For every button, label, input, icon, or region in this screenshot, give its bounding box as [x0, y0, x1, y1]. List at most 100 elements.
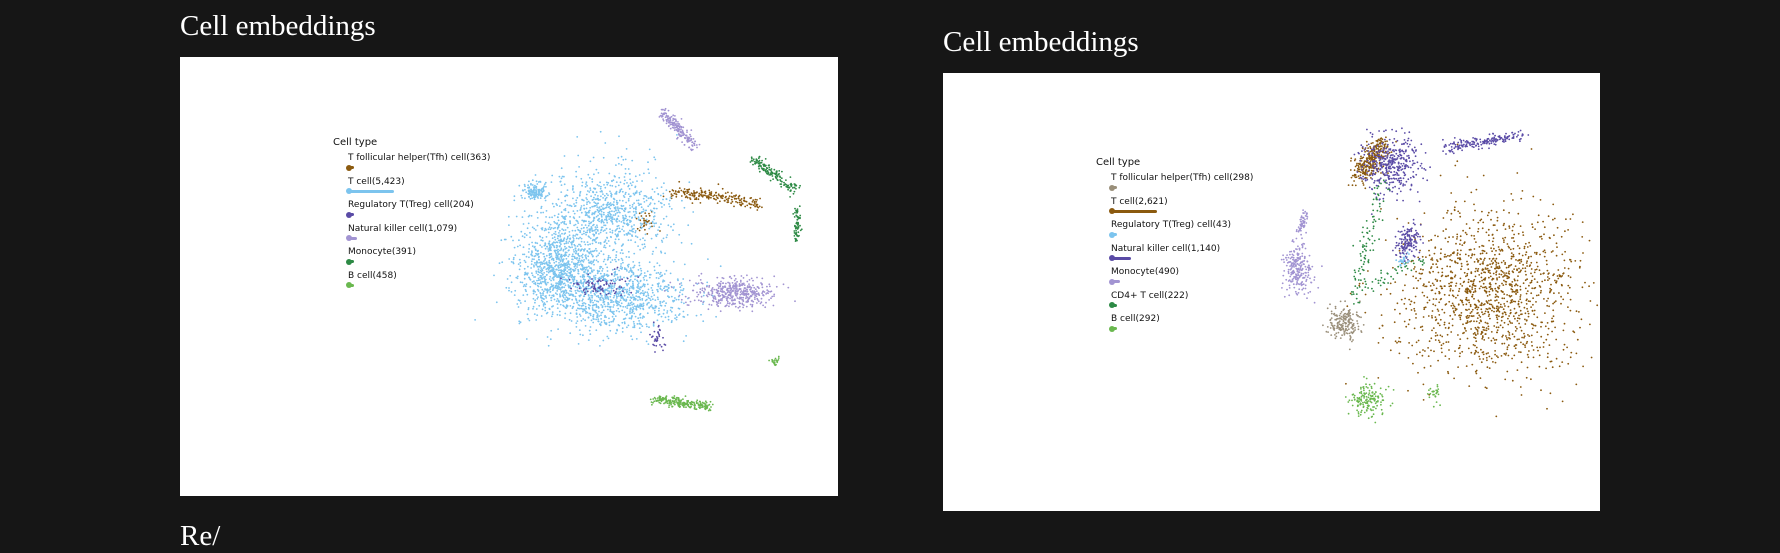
- data-point: [672, 118, 674, 120]
- data-point: [611, 185, 613, 187]
- data-point: [663, 113, 665, 115]
- data-point: [731, 196, 733, 198]
- data-point: [577, 234, 579, 236]
- data-point: [562, 250, 564, 252]
- data-point: [635, 308, 637, 310]
- legend-item: Natural killer cell(1,079): [333, 224, 490, 248]
- data-point: [1528, 285, 1530, 287]
- data-point: [1470, 352, 1472, 354]
- data-point: [696, 315, 698, 317]
- data-point: [675, 193, 677, 195]
- data-point: [797, 208, 799, 210]
- data-point: [758, 168, 760, 170]
- data-point: [609, 228, 611, 230]
- data-point: [671, 406, 673, 408]
- data-point: [1344, 322, 1346, 324]
- data-point: [647, 205, 649, 207]
- data-point: [1513, 355, 1515, 357]
- data-point: [551, 181, 553, 183]
- data-point: [745, 290, 747, 292]
- data-point: [551, 227, 553, 229]
- data-point: [1458, 290, 1460, 292]
- data-point: [596, 216, 598, 218]
- data-point: [763, 169, 765, 171]
- data-point: [588, 212, 590, 214]
- data-point: [590, 302, 592, 304]
- data-point: [608, 257, 610, 259]
- data-point: [615, 233, 617, 235]
- data-point: [562, 176, 564, 178]
- data-point: [1390, 349, 1392, 351]
- data-point: [609, 191, 611, 193]
- data-point: [598, 270, 600, 272]
- data-point: [589, 177, 591, 179]
- data-point: [1432, 303, 1434, 305]
- data-point: [603, 246, 605, 248]
- data-point: [580, 276, 582, 278]
- data-point: [677, 397, 679, 399]
- data-point: [518, 185, 520, 187]
- data-point: [601, 270, 603, 272]
- data-point: [631, 339, 633, 341]
- data-point: [553, 294, 555, 296]
- data-point: [693, 190, 695, 192]
- data-point: [573, 191, 575, 193]
- data-point: [590, 160, 592, 162]
- legend-label: B cell(458): [348, 271, 490, 282]
- data-point: [1331, 313, 1333, 315]
- data-point: [564, 294, 566, 296]
- data-point: [783, 182, 785, 184]
- data-point: [1334, 325, 1336, 327]
- data-point: [611, 280, 613, 282]
- data-point: [539, 235, 541, 237]
- data-point: [693, 138, 695, 140]
- data-point: [606, 204, 608, 206]
- data-point: [578, 166, 580, 168]
- data-point: [1349, 333, 1351, 335]
- data-point: [683, 192, 685, 194]
- data-point: [595, 211, 597, 213]
- data-point: [614, 199, 616, 201]
- data-point: [686, 192, 688, 194]
- data-point: [582, 182, 584, 184]
- data-point: [646, 233, 648, 235]
- data-point: [582, 286, 584, 288]
- data-point: [694, 144, 696, 146]
- data-point: [588, 259, 590, 261]
- data-point: [513, 259, 515, 261]
- data-point: [654, 203, 656, 205]
- data-point: [1488, 314, 1490, 316]
- data-point: [593, 269, 595, 271]
- data-point: [524, 185, 526, 187]
- data-point: [602, 340, 604, 342]
- data-point: [554, 222, 556, 224]
- data-point: [598, 233, 600, 235]
- data-point: [672, 189, 674, 191]
- data-point: [1575, 384, 1577, 386]
- data-point: [668, 125, 670, 127]
- data-point: [589, 281, 591, 283]
- data-point: [1358, 316, 1360, 318]
- data-point: [739, 310, 741, 312]
- data-point: [529, 320, 531, 322]
- data-point: [632, 281, 634, 283]
- data-point: [1508, 355, 1510, 357]
- data-point: [664, 344, 666, 346]
- data-point: [678, 123, 680, 125]
- data-point: [638, 288, 640, 290]
- data-point: [552, 288, 554, 290]
- data-point: [659, 344, 661, 346]
- data-point: [578, 270, 580, 272]
- data-point: [733, 206, 735, 208]
- data-point: [1422, 329, 1424, 331]
- data-point: [535, 270, 537, 272]
- data-point: [620, 291, 622, 293]
- data-point: [606, 222, 608, 224]
- data-point: [561, 202, 563, 204]
- data-point: [624, 210, 626, 212]
- data-point: [768, 172, 770, 174]
- data-point: [649, 197, 651, 199]
- data-point: [601, 276, 603, 278]
- data-point: [536, 294, 538, 296]
- data-point: [562, 295, 564, 297]
